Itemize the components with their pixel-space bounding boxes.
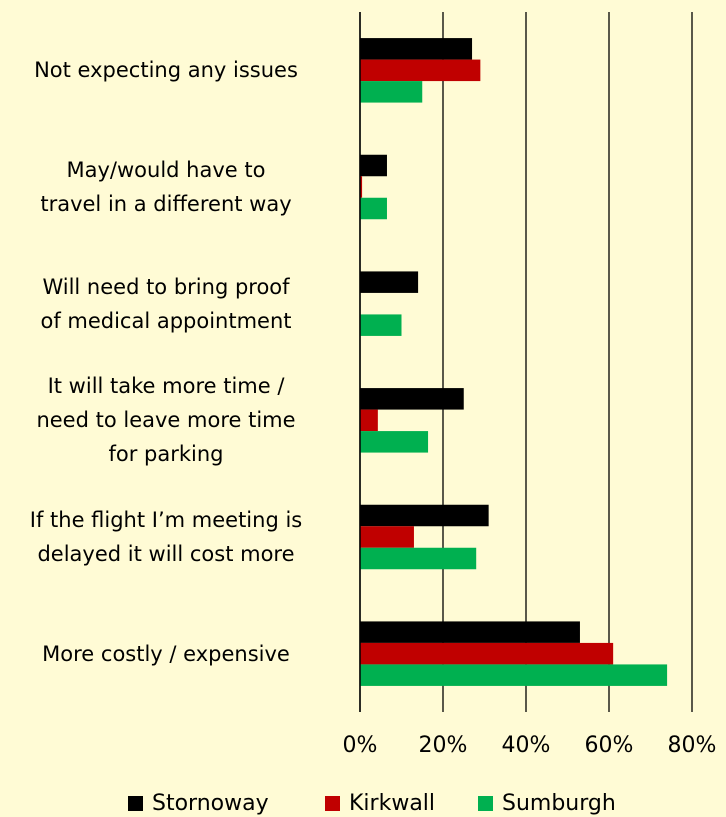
bar (360, 388, 464, 410)
bar (360, 642, 614, 665)
legend-label: Kirkwall (349, 791, 435, 816)
legend-swatch (478, 796, 493, 811)
bar (360, 59, 481, 82)
legend-label: Sumburgh (502, 791, 616, 816)
x-tick-label: 40% (502, 733, 551, 758)
bar (360, 664, 668, 686)
y-tick-label: More costly / expensive (42, 641, 290, 666)
legend-swatch (128, 796, 143, 811)
bar (360, 176, 363, 198)
bar (360, 526, 414, 548)
bar (360, 81, 423, 103)
bar (360, 431, 429, 453)
x-tick-label: 0% (343, 733, 378, 758)
bar (360, 621, 580, 643)
bar (360, 197, 387, 220)
x-tick-label: 20% (419, 733, 468, 758)
legend-label: Stornoway (152, 791, 269, 816)
y-tick-label: May/would have to travel in a different … (40, 158, 292, 216)
bar (360, 271, 419, 293)
x-tick-label: 80% (668, 733, 717, 758)
bar (360, 409, 378, 432)
y-tick-label: Will need to bring proof of medical appo… (40, 274, 292, 333)
bar (360, 504, 489, 527)
bar (360, 314, 402, 336)
bar (360, 547, 477, 570)
bar (360, 154, 387, 177)
y-tick-label: It will take more time / need to leave m… (36, 374, 296, 467)
bar (360, 38, 473, 60)
y-tick-label: If the flight I’m meeting is delayed it … (29, 508, 303, 566)
y-tick-label: Not expecting any issues (34, 58, 298, 83)
legend-swatch (325, 796, 340, 811)
x-tick-label: 60% (585, 733, 634, 758)
